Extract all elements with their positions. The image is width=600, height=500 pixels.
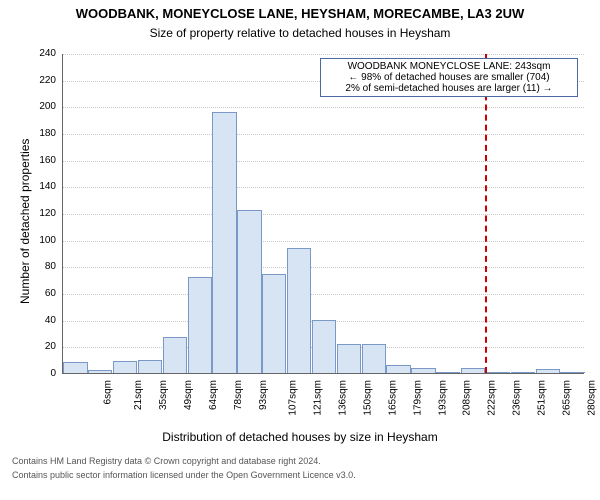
histogram-bar xyxy=(560,372,584,373)
xtick-label: 64sqm xyxy=(208,380,219,410)
histogram-bar xyxy=(436,372,460,373)
chart-title: WOODBANK, MONEYCLOSE LANE, HEYSHAM, MORE… xyxy=(0,6,600,21)
histogram-bar xyxy=(511,372,535,373)
histogram-bar xyxy=(386,365,410,373)
x-axis-label: Distribution of detached houses by size … xyxy=(0,430,600,444)
histogram-bar xyxy=(486,372,510,373)
footer-line-2: Contains public sector information licen… xyxy=(12,470,588,480)
gridline-h xyxy=(63,187,584,188)
ytick-label: 240 xyxy=(24,48,56,59)
histogram-bar xyxy=(287,248,311,373)
ytick-label: 200 xyxy=(24,101,56,112)
histogram-bar xyxy=(188,277,212,373)
plot-area xyxy=(62,54,584,374)
xtick-label: 150sqm xyxy=(363,380,374,416)
ytick-label: 60 xyxy=(24,288,56,299)
histogram-bar xyxy=(536,369,560,373)
xtick-label: 93sqm xyxy=(258,380,269,410)
xtick-label: 265sqm xyxy=(561,380,572,416)
annotation-line: 2% of semi-detached houses are larger (1… xyxy=(325,83,573,94)
xtick-label: 107sqm xyxy=(288,380,299,416)
annotation-box: WOODBANK MONEYCLOSE LANE: 243sqm← 98% of… xyxy=(320,58,578,97)
ytick-label: 160 xyxy=(24,155,56,166)
ytick-label: 120 xyxy=(24,208,56,219)
xtick-label: 179sqm xyxy=(412,380,423,416)
gridline-h xyxy=(63,214,584,215)
property-marker-line xyxy=(485,54,487,373)
histogram-bar xyxy=(362,344,386,373)
footer-line-1: Contains HM Land Registry data © Crown c… xyxy=(12,456,588,466)
xtick-label: 208sqm xyxy=(462,380,473,416)
histogram-bar xyxy=(337,344,361,373)
ytick-label: 80 xyxy=(24,261,56,272)
xtick-label: 251sqm xyxy=(537,380,548,416)
xtick-label: 280sqm xyxy=(586,380,597,416)
ytick-label: 140 xyxy=(24,181,56,192)
histogram-bar xyxy=(163,337,187,373)
xtick-label: 193sqm xyxy=(437,380,448,416)
xtick-label: 121sqm xyxy=(313,380,324,416)
xtick-label: 78sqm xyxy=(233,380,244,410)
xtick-label: 236sqm xyxy=(512,380,523,416)
histogram-bar xyxy=(212,112,236,373)
histogram-bar xyxy=(237,210,261,373)
annotation-line: ← 98% of detached houses are smaller (70… xyxy=(325,72,573,83)
xtick-label: 222sqm xyxy=(487,380,498,416)
xtick-label: 6sqm xyxy=(103,380,114,404)
xtick-label: 35sqm xyxy=(158,380,169,410)
ytick-label: 220 xyxy=(24,75,56,86)
gridline-h xyxy=(63,241,584,242)
xtick-label: 49sqm xyxy=(183,380,194,410)
ytick-label: 20 xyxy=(24,341,56,352)
histogram-bar xyxy=(88,370,112,373)
histogram-bar xyxy=(312,320,336,373)
histogram-bar xyxy=(411,368,435,373)
gridline-h xyxy=(63,294,584,295)
annotation-line: WOODBANK MONEYCLOSE LANE: 243sqm xyxy=(325,61,573,72)
ytick-label: 40 xyxy=(24,315,56,326)
histogram-bar xyxy=(461,368,485,373)
gridline-h xyxy=(63,54,584,55)
ytick-label: 100 xyxy=(24,235,56,246)
gridline-h xyxy=(63,161,584,162)
xtick-label: 136sqm xyxy=(338,380,349,416)
gridline-h xyxy=(63,267,584,268)
histogram-bar xyxy=(262,274,286,373)
histogram-bar xyxy=(63,362,87,373)
gridline-h xyxy=(63,134,584,135)
histogram-bar xyxy=(113,361,137,373)
xtick-label: 21sqm xyxy=(133,380,144,410)
histogram-bar xyxy=(138,360,162,373)
xtick-label: 165sqm xyxy=(387,380,398,416)
ytick-label: 180 xyxy=(24,128,56,139)
chart-subtitle: Size of property relative to detached ho… xyxy=(0,26,600,40)
gridline-h xyxy=(63,107,584,108)
ytick-label: 0 xyxy=(24,368,56,379)
